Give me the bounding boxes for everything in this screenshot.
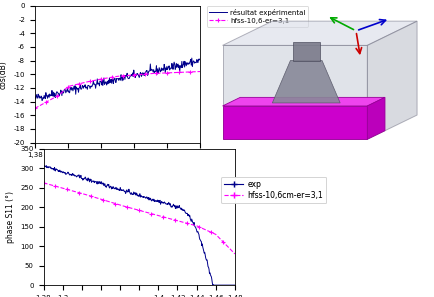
résultat expérimental	[197, 58, 202, 61]
Polygon shape	[222, 97, 384, 106]
Polygon shape	[272, 61, 339, 103]
hfss-10,6cm-er=3,1	[64, 187, 69, 191]
résultat expérimental	[33, 97, 38, 100]
hfss-10,6-er=3,1	[197, 70, 202, 73]
hfss-10,6cm-er=3,1	[180, 220, 185, 224]
exp	[210, 283, 215, 287]
exp	[64, 172, 69, 175]
hfss-10,6cm-er=3,1	[116, 203, 122, 207]
exp	[232, 283, 237, 287]
résultat expérimental	[172, 62, 177, 66]
Line: hfss-10,6-er=3,1: hfss-10,6-er=3,1	[32, 69, 202, 111]
Line: résultat expérimental: résultat expérimental	[35, 58, 200, 100]
exp	[161, 200, 167, 204]
X-axis label: fréquence (GHz): fréquence (GHz)	[86, 164, 148, 173]
Polygon shape	[292, 42, 319, 61]
Legend: exp, hfss-10,6cm-er=3,1: exp, hfss-10,6cm-er=3,1	[221, 177, 326, 203]
hfss-10,6-er=3,1	[32, 107, 37, 110]
Line: hfss-10,6cm-er=3,1: hfss-10,6cm-er=3,1	[41, 180, 237, 256]
résultat expérimental	[39, 99, 45, 102]
hfss-10,6cm-er=3,1	[161, 215, 166, 219]
exp	[180, 208, 185, 212]
exp	[41, 165, 46, 169]
résultat expérimental	[189, 56, 194, 60]
Line: exp: exp	[43, 166, 234, 285]
résultat expérimental	[130, 75, 135, 78]
résultat expérimental	[182, 60, 187, 63]
Y-axis label: cos(dB): cos(dB)	[0, 60, 8, 89]
hfss-10,6cm-er=3,1	[179, 220, 184, 224]
Polygon shape	[366, 97, 384, 139]
Y-axis label: phase S11 (°): phase S11 (°)	[6, 191, 15, 243]
hfss-10,6-er=3,1	[130, 73, 135, 77]
exp	[179, 208, 184, 212]
hfss-10,6-er=3,1	[130, 73, 135, 77]
hfss-10,6-er=3,1	[171, 71, 176, 74]
hfss-10,6-er=3,1	[33, 106, 38, 110]
exp	[117, 189, 122, 192]
exp	[103, 186, 108, 189]
Polygon shape	[222, 45, 366, 139]
Polygon shape	[222, 21, 416, 45]
hfss-10,6-er=3,1	[133, 73, 138, 77]
résultat expérimental	[134, 74, 139, 77]
Polygon shape	[222, 106, 366, 139]
hfss-10,6cm-er=3,1	[41, 181, 46, 185]
Polygon shape	[366, 21, 416, 139]
Legend: résultat expérimental, hfss-10,6-er=3,1: résultat expérimental, hfss-10,6-er=3,1	[206, 6, 308, 26]
hfss-10,6cm-er=3,1	[103, 199, 108, 203]
résultat expérimental	[32, 95, 37, 99]
hfss-10,6cm-er=3,1	[232, 252, 237, 256]
exp	[42, 164, 47, 168]
hfss-10,6-er=3,1	[181, 70, 187, 74]
résultat expérimental	[131, 68, 136, 72]
